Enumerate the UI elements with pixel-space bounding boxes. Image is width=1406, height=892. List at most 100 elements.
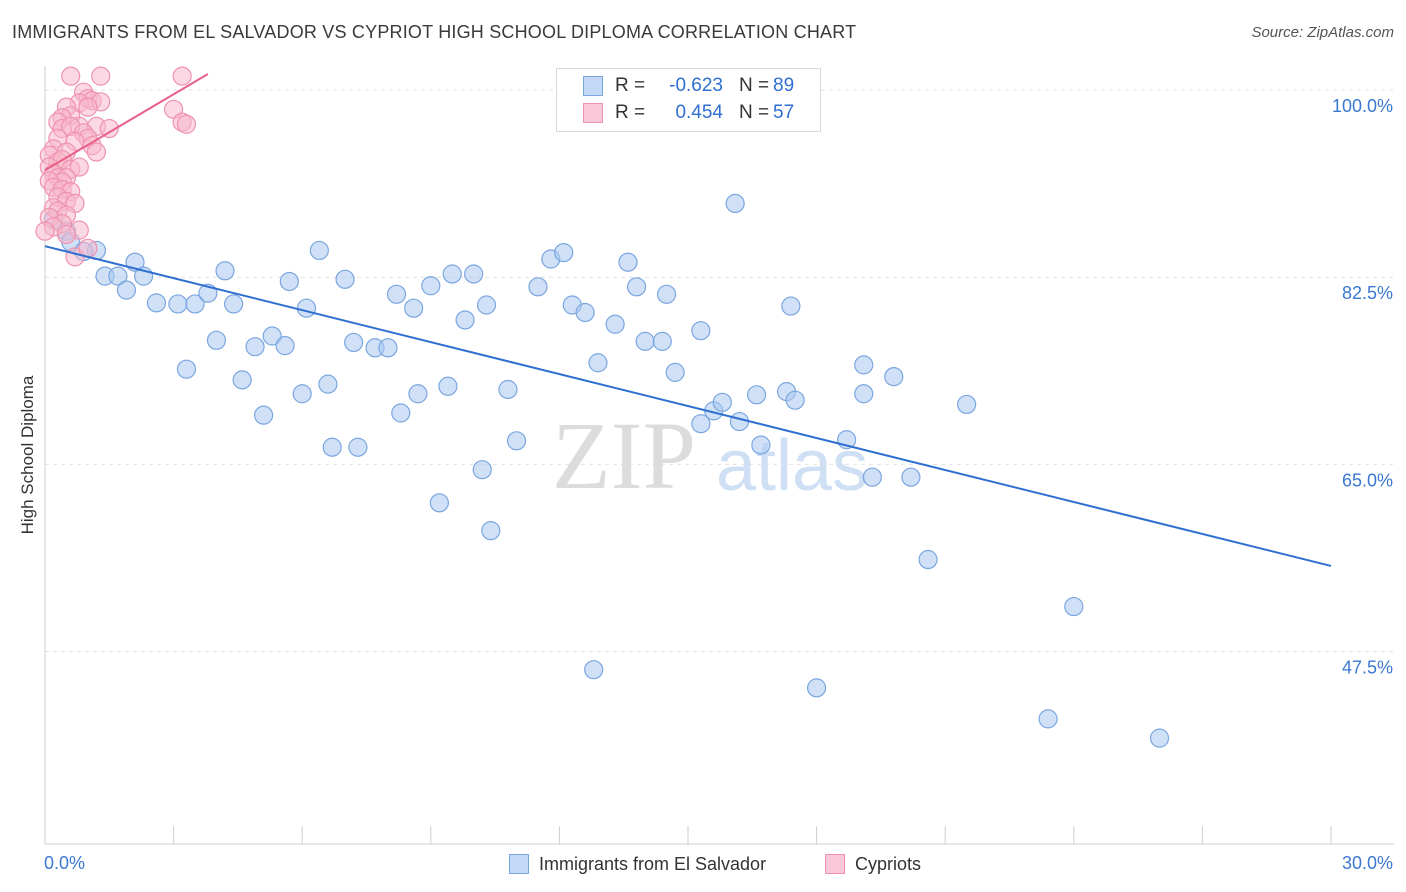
point-el-salvador bbox=[254, 405, 274, 425]
point-el-salvador bbox=[854, 384, 874, 404]
x-tick-label: 0.0% bbox=[44, 853, 85, 873]
point-el-salvador bbox=[751, 435, 771, 455]
point-cypriot bbox=[172, 66, 192, 86]
point-el-salvador bbox=[309, 240, 329, 261]
bottom-legend-label: Cypriots bbox=[855, 853, 922, 874]
point-el-salvador bbox=[575, 302, 595, 323]
legend-n-label: N = bbox=[739, 102, 770, 123]
point-el-salvador bbox=[318, 374, 338, 394]
x-tick-label: 30.0% bbox=[1342, 853, 1393, 873]
point-el-salvador bbox=[262, 326, 282, 346]
tick-labels: 100.0% 82.5% 65.0% 47.5% 0.0% 30.0% bbox=[44, 96, 1393, 873]
point-el-salvador bbox=[626, 277, 647, 297]
point-el-salvador bbox=[348, 437, 368, 457]
point-el-salvador bbox=[656, 284, 677, 304]
point-el-salvador bbox=[806, 678, 827, 698]
stats-legend: R = -0.623 N = 89 R = 0.454 N = 57 bbox=[556, 68, 821, 132]
point-el-salvador bbox=[408, 384, 428, 404]
y-tick-label: 65.0% bbox=[1342, 470, 1393, 490]
point-cypriot bbox=[69, 157, 89, 177]
bottom-legend-cypriots: Cypriots bbox=[825, 852, 921, 876]
point-el-salvador bbox=[729, 411, 750, 432]
legend-n-value: 89 bbox=[773, 75, 795, 96]
point-el-salvador bbox=[108, 266, 128, 286]
legend-r-label: R = bbox=[615, 75, 646, 96]
point-el-salvador bbox=[404, 298, 424, 318]
point-el-salvador bbox=[296, 298, 317, 318]
point-cypriot bbox=[91, 66, 111, 86]
point-cypriot bbox=[78, 97, 98, 117]
point-el-salvador bbox=[464, 264, 484, 284]
point-el-salvador bbox=[116, 280, 137, 300]
point-el-salvador bbox=[391, 403, 411, 423]
source-label: Source: ZipAtlas.com bbox=[1251, 24, 1394, 41]
point-el-salvador bbox=[506, 431, 527, 451]
legend-row-el-salvador: R = -0.623 N = 89 bbox=[583, 73, 794, 99]
legend-r-value: -0.623 bbox=[669, 75, 723, 96]
legend-swatch-blue bbox=[583, 76, 603, 96]
point-el-salvador bbox=[957, 394, 977, 415]
point-el-salvador bbox=[918, 549, 938, 570]
watermark-zip: ZIP bbox=[552, 402, 696, 509]
point-el-salvador bbox=[1149, 728, 1170, 748]
point-el-salvador bbox=[588, 353, 608, 373]
point-el-salvador bbox=[712, 392, 732, 412]
point-el-salvador bbox=[862, 467, 882, 487]
point-el-salvador bbox=[476, 295, 497, 315]
point-el-salvador bbox=[884, 367, 904, 387]
point-el-salvador bbox=[605, 314, 625, 334]
point-el-salvador bbox=[378, 338, 398, 358]
point-el-salvador bbox=[292, 384, 312, 404]
legend-r-label: R = bbox=[615, 102, 646, 123]
point-el-salvador bbox=[279, 271, 299, 292]
y-tick-label: 47.5% bbox=[1342, 658, 1393, 678]
bottom-legend-el-salvador: Immigrants from El Salvador bbox=[509, 852, 766, 876]
point-el-salvador bbox=[725, 193, 745, 214]
points-layer bbox=[35, 66, 1170, 748]
bottom-legend-swatch-pink bbox=[825, 854, 845, 874]
point-cypriot bbox=[35, 221, 55, 241]
point-el-salvador bbox=[245, 337, 265, 357]
trend-layer bbox=[44, 73, 1332, 567]
point-el-salvador bbox=[335, 269, 355, 289]
point-el-salvador bbox=[442, 264, 462, 284]
point-el-salvador bbox=[215, 261, 235, 281]
point-el-salvador bbox=[691, 414, 711, 434]
legend-row-cypriots: R = 0.454 N = 57 bbox=[583, 100, 794, 126]
axes-layer bbox=[44, 66, 1394, 845]
point-el-salvador bbox=[584, 660, 604, 680]
bottom-legend-label: Immigrants from El Salvador bbox=[539, 853, 767, 874]
point-el-salvador bbox=[746, 385, 767, 405]
point-el-salvador bbox=[421, 276, 441, 296]
point-el-salvador bbox=[176, 359, 197, 379]
point-el-salvador bbox=[146, 293, 167, 313]
point-el-salvador bbox=[785, 390, 805, 410]
point-el-salvador bbox=[618, 252, 638, 272]
point-el-salvador bbox=[386, 284, 407, 304]
point-el-salvador bbox=[206, 330, 227, 350]
point-el-salvador bbox=[168, 294, 188, 314]
point-el-salvador bbox=[185, 294, 205, 314]
point-el-salvador bbox=[781, 296, 801, 316]
point-cypriot bbox=[86, 142, 107, 162]
trend-line-cypriots bbox=[44, 73, 209, 172]
point-el-salvador bbox=[438, 376, 458, 396]
point-el-salvador bbox=[472, 460, 492, 480]
point-el-salvador bbox=[1038, 709, 1058, 729]
point-el-salvador bbox=[665, 362, 685, 382]
legend-swatch-pink bbox=[583, 103, 603, 123]
legend-r-value: 0.454 bbox=[675, 102, 723, 123]
bottom-legend-swatch-blue bbox=[509, 854, 529, 874]
y-tick-label: 100.0% bbox=[1332, 96, 1393, 116]
y-tick-label: 82.5% bbox=[1342, 283, 1393, 303]
point-el-salvador bbox=[854, 355, 874, 375]
point-el-salvador bbox=[232, 370, 252, 390]
point-el-salvador bbox=[481, 521, 501, 541]
point-el-salvador bbox=[275, 336, 295, 356]
chart-title: IMMIGRANTS FROM EL SALVADOR VS CYPRIOT H… bbox=[12, 22, 857, 42]
point-cypriot bbox=[176, 114, 197, 134]
point-el-salvador bbox=[528, 277, 548, 297]
point-el-salvador bbox=[224, 294, 244, 314]
point-el-salvador bbox=[901, 467, 921, 487]
